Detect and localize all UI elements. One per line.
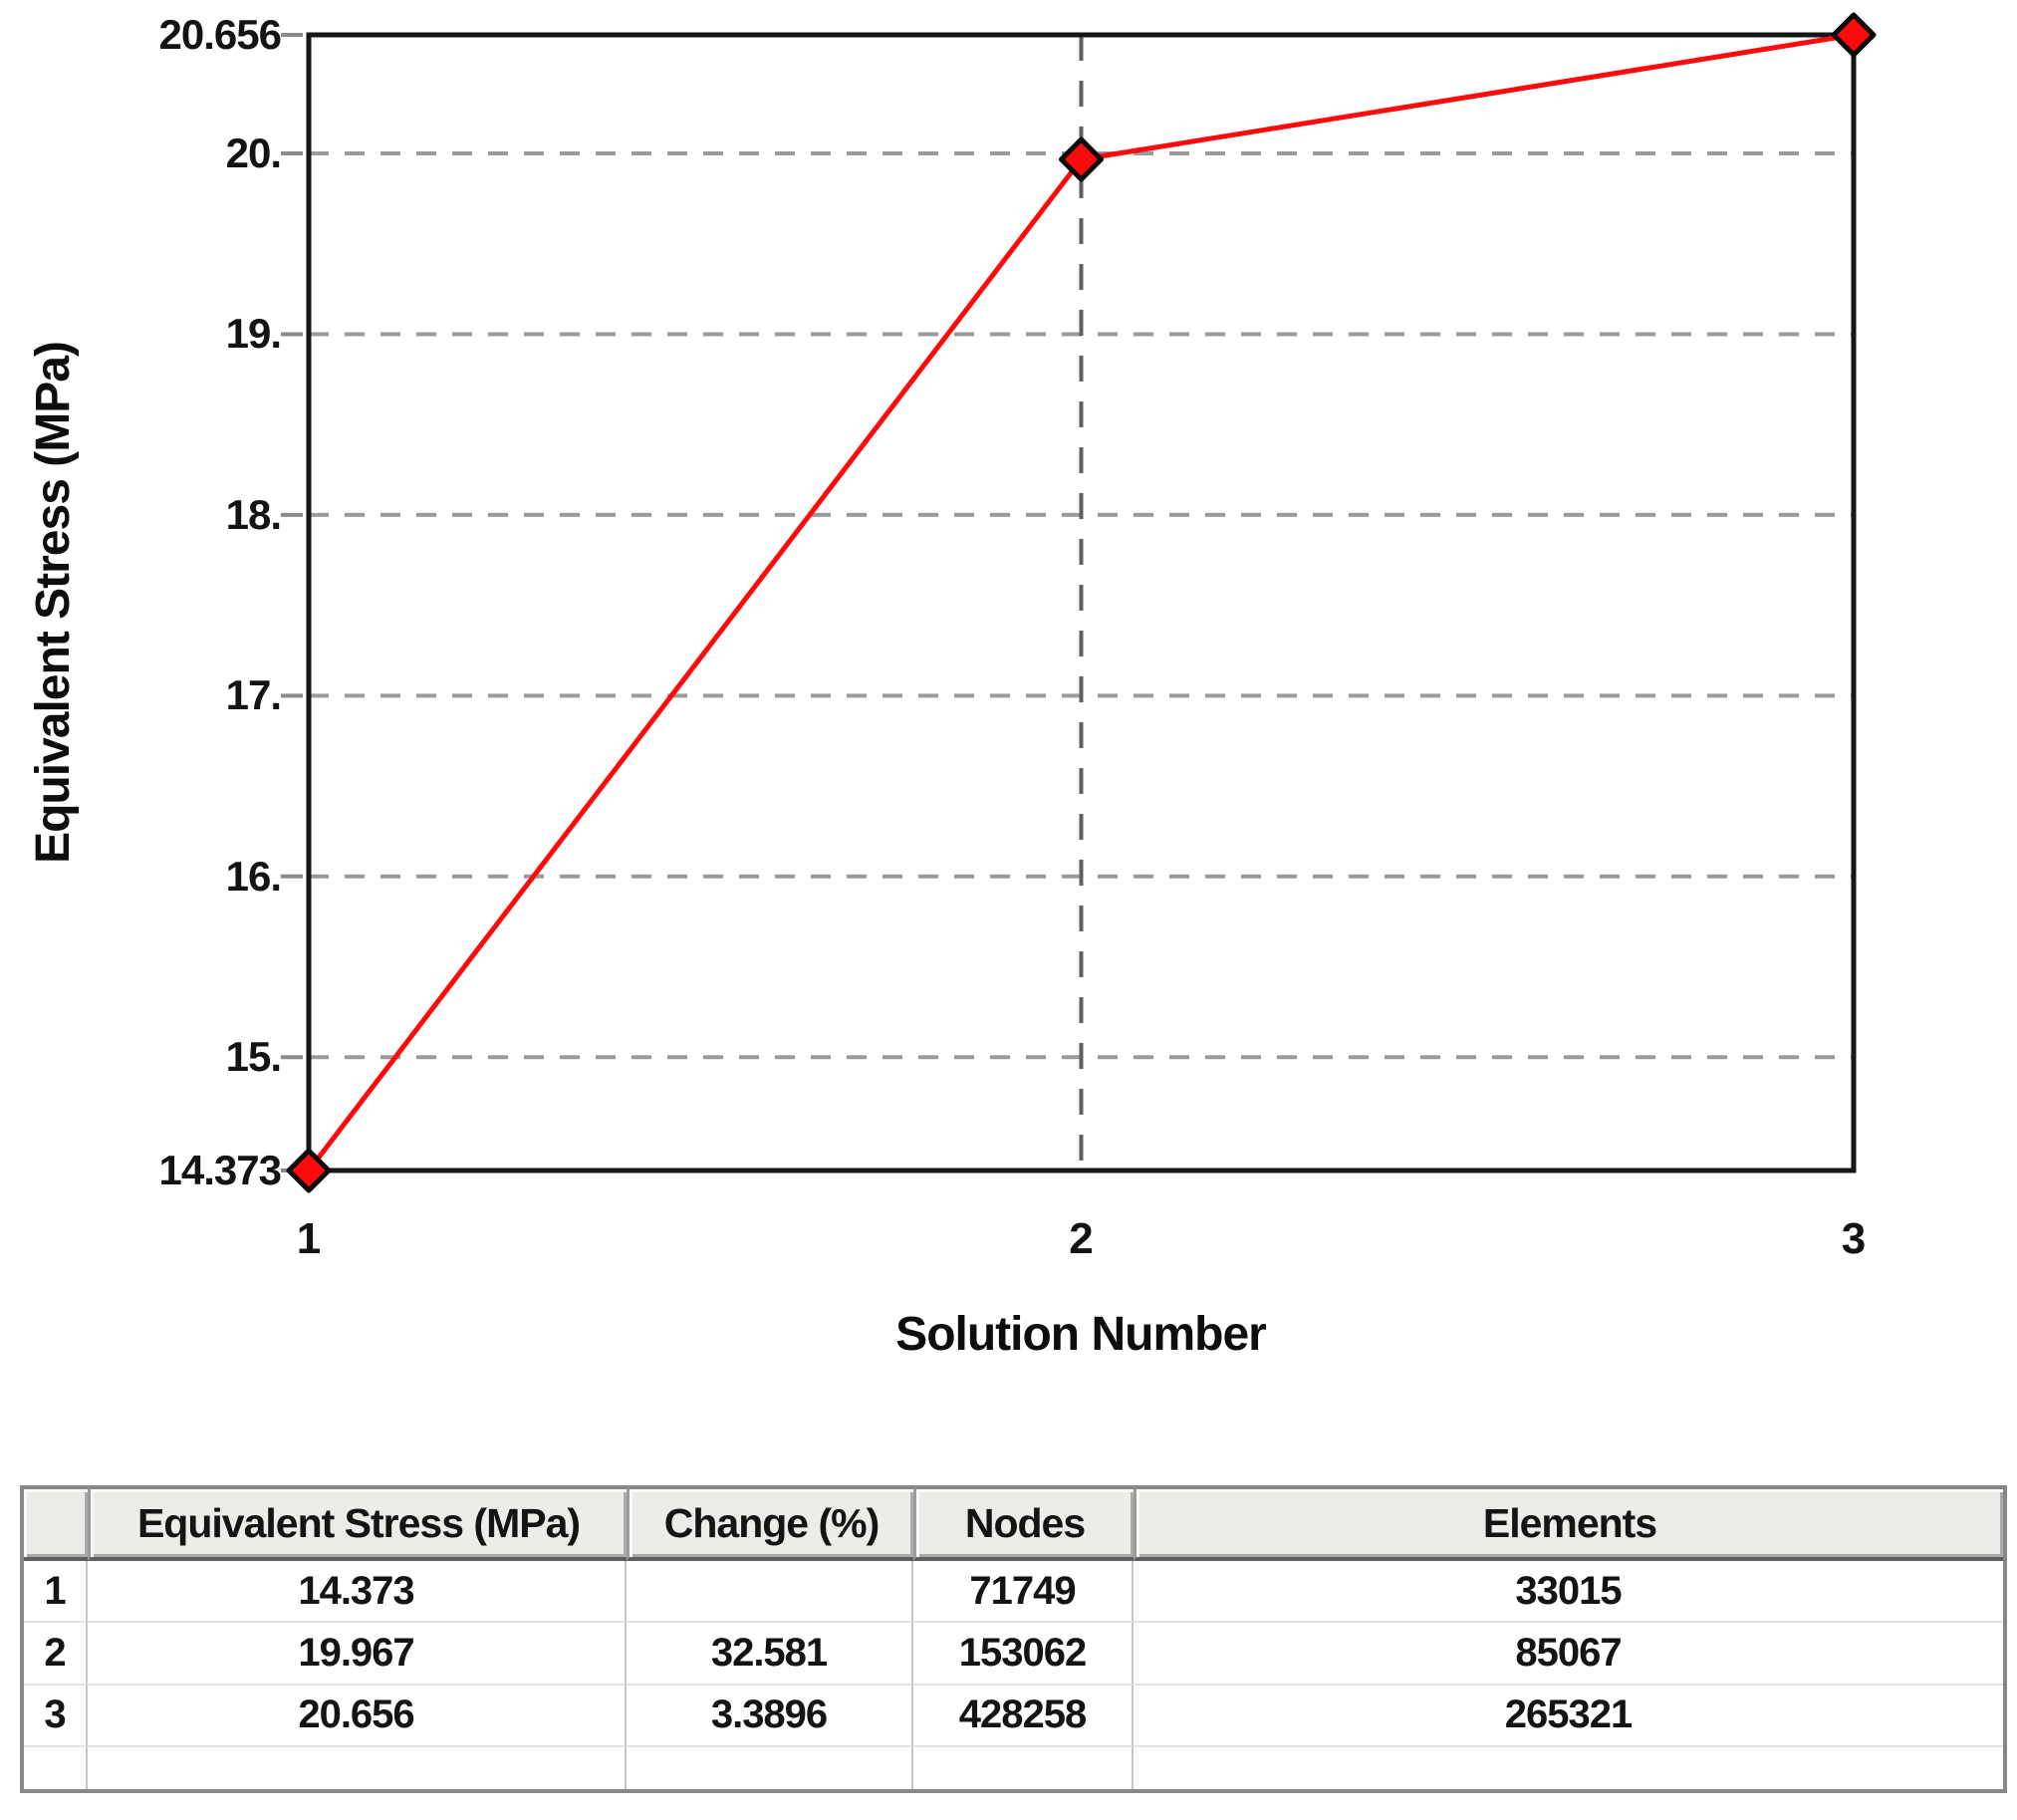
stress-column-header: Equivalent Stress (MPa) xyxy=(88,1489,627,1561)
elements-column-header: Elements xyxy=(1134,1489,2003,1561)
stress-cell: 19.967 xyxy=(88,1623,627,1686)
x-tick-label: 3 xyxy=(1841,1214,1867,1263)
x-tick-label: 2 xyxy=(1069,1214,1094,1263)
stress-cell xyxy=(88,1746,627,1789)
y-tick-label: 16. xyxy=(225,852,282,900)
row-index-cell: 1 xyxy=(24,1561,88,1624)
elements-cell: 85067 xyxy=(1134,1623,2003,1686)
change-cell xyxy=(627,1561,913,1624)
y-tick-label: 18. xyxy=(225,490,282,538)
y-tick-label: 20. xyxy=(225,130,282,177)
data-point-marker xyxy=(286,1148,332,1193)
stress-cell: 14.373 xyxy=(88,1561,627,1624)
nodes-column-header: Nodes xyxy=(913,1489,1134,1561)
empty-table-row xyxy=(24,1746,2003,1789)
y-tick-label: 20.656 xyxy=(158,11,282,58)
x-tick-label: 1 xyxy=(296,1214,322,1263)
corner-header-cell xyxy=(24,1489,88,1561)
elements-cell xyxy=(1134,1746,2003,1789)
row-index-cell: 3 xyxy=(24,1685,88,1747)
stress-cell: 20.656 xyxy=(88,1685,627,1747)
y-axis-title: Equivalent Stress (MPa) xyxy=(27,342,80,864)
elements-cell: 265321 xyxy=(1134,1685,2003,1747)
table-row: 2 19.967 32.581 153062 85067 xyxy=(24,1623,2003,1686)
results-table-frame: Equivalent Stress (MPa) Change (%) Nodes… xyxy=(20,1485,2007,1793)
results-table: Equivalent Stress (MPa) Change (%) Nodes… xyxy=(24,1489,2003,1789)
y-tick-label: 14.373 xyxy=(158,1147,282,1193)
nodes-cell: 153062 xyxy=(913,1623,1134,1686)
nodes-cell xyxy=(913,1746,1134,1789)
table-row: 3 20.656 3.3896 428258 265321 xyxy=(24,1685,2003,1747)
y-tick-label: 15. xyxy=(225,1033,282,1081)
convergence-chart xyxy=(281,12,1877,1193)
row-index-cell: 2 xyxy=(24,1623,88,1686)
elements-cell: 33015 xyxy=(1134,1561,2003,1624)
y-tick-label: 19. xyxy=(225,310,282,358)
change-cell: 32.581 xyxy=(627,1623,913,1686)
data-point-marker xyxy=(1831,12,1877,58)
table-row: 1 14.373 71749 33015 xyxy=(24,1561,2003,1624)
table-header-row: Equivalent Stress (MPa) Change (%) Nodes… xyxy=(24,1489,2003,1561)
y-tick-label: 17. xyxy=(225,671,282,719)
x-axis-title: Solution Number xyxy=(895,1308,1267,1361)
nodes-cell: 71749 xyxy=(913,1561,1134,1624)
row-index-cell xyxy=(24,1746,88,1789)
change-cell xyxy=(627,1746,913,1789)
plot-border xyxy=(306,32,1857,1173)
nodes-cell: 428258 xyxy=(913,1685,1134,1747)
change-cell: 3.3896 xyxy=(627,1685,913,1747)
data-point-marker xyxy=(1059,136,1104,182)
change-column-header: Change (%) xyxy=(627,1489,913,1561)
